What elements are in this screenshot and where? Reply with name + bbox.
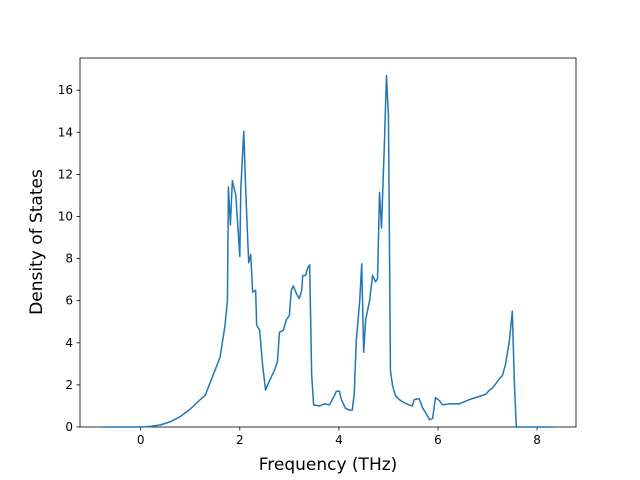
y-tick-label: 14 [58,125,73,139]
y-tick-label: 8 [65,252,73,266]
x-axis-label: Frequency (THz) [259,455,398,475]
x-tick-label: 6 [434,433,442,447]
y-tick-label: 0 [65,420,73,434]
y-tick-label: 10 [58,210,73,224]
data-line [102,74,554,428]
y-tick-label: 16 [58,83,73,97]
y-tick-label: 2 [65,378,73,392]
y-tick-label: 4 [65,336,73,350]
x-tick-label: 8 [533,433,541,447]
plot-frame [79,57,577,428]
x-tick-label: 4 [335,433,343,447]
y-tick-label: 12 [58,167,73,181]
y-tick-label: 6 [65,294,73,308]
y-axis-label: Density of States [27,169,47,315]
x-tick-label: 0 [137,433,145,447]
x-tick-label: 2 [236,433,244,447]
